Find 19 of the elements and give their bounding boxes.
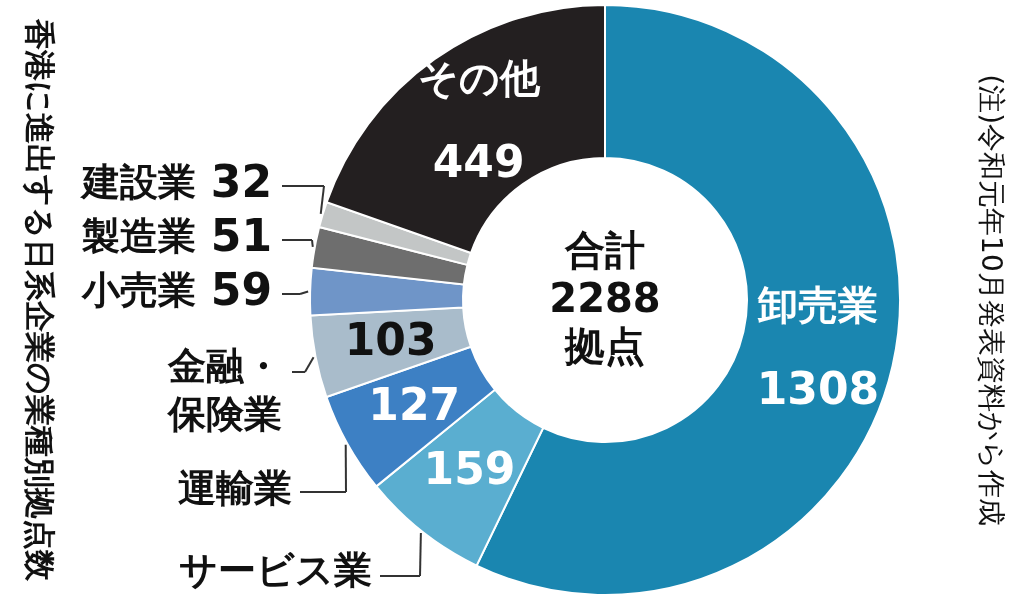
- text: (注)令和元年10月発表資料から作成: [975, 74, 1008, 526]
- slice-label: 運輸業: [178, 466, 292, 510]
- data-label: 32: [210, 156, 272, 207]
- slice-label: 建設業: [79, 160, 196, 204]
- slice-label: 金融・保険業: [166, 344, 282, 436]
- data-label: 159: [423, 443, 516, 495]
- data-label: 103: [344, 314, 437, 366]
- data-label: 449: [432, 135, 525, 187]
- slice-label: 小売業: [81, 268, 196, 312]
- text: 香港に進出する日系企業の業種別拠点数: [22, 18, 58, 582]
- text: 合計 2288 拠点: [549, 227, 661, 369]
- data-label: 59: [210, 264, 272, 315]
- slice-label: サービス業: [179, 548, 372, 592]
- slice-label: 卸売業: [756, 281, 878, 328]
- data-label: 127: [368, 378, 461, 430]
- data-label: 51: [210, 210, 272, 261]
- slice-label: その他: [417, 54, 541, 101]
- slice-label: 製造業: [81, 214, 196, 258]
- data-label: 1308: [756, 362, 880, 414]
